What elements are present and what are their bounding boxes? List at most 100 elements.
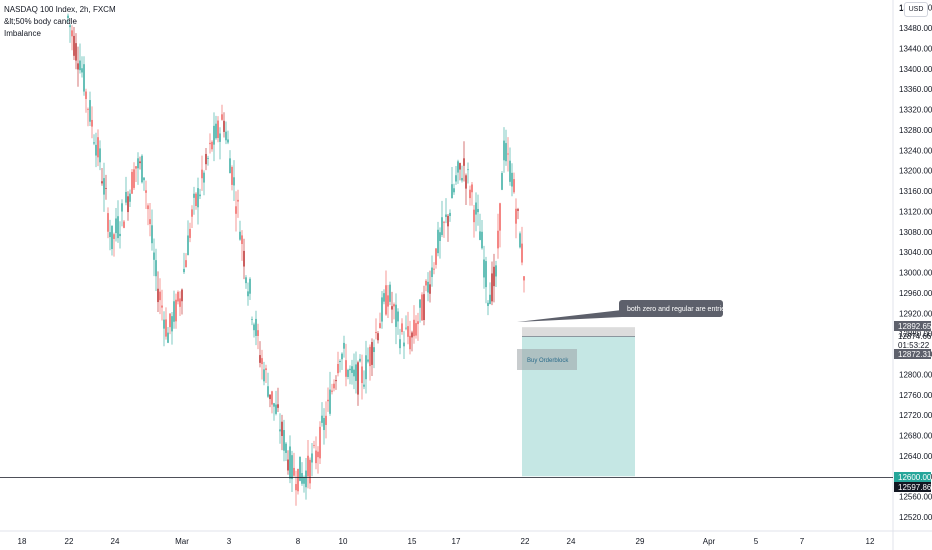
- candle-body: [457, 161, 459, 173]
- candle-body: [201, 169, 203, 179]
- candle-body: [281, 421, 283, 437]
- candle-body: [441, 217, 443, 235]
- x-tick-label: 5: [754, 537, 759, 546]
- y-tick-label: 12920.00: [899, 309, 932, 318]
- candle-body: [177, 291, 179, 302]
- candle-body: [221, 114, 223, 120]
- candle-body: [263, 369, 265, 382]
- y-tick-label: 12880.00: [899, 330, 932, 339]
- candle-body: [333, 383, 335, 389]
- price-label: 12874.66: [898, 332, 932, 341]
- candle-body: [349, 368, 351, 371]
- candle-body: [163, 319, 165, 329]
- candle-body: [235, 206, 237, 214]
- candle-body: [293, 467, 295, 476]
- candle-body: [253, 324, 255, 331]
- candle-body: [515, 208, 517, 224]
- candle-body: [129, 193, 131, 202]
- candle-body: [161, 305, 163, 308]
- candle-body: [397, 311, 399, 322]
- candle-body: [169, 313, 171, 328]
- y-tick-label: 12720.00: [899, 411, 932, 420]
- price-label: 12600.00: [898, 473, 932, 482]
- candle-body: [461, 177, 463, 181]
- candle-body: [381, 297, 383, 322]
- legend-indicator-imbalance: Imbalance: [4, 29, 41, 38]
- candle-body: [247, 291, 249, 297]
- candle-body: [159, 291, 161, 301]
- candle-body: [499, 203, 501, 231]
- candle-body: [411, 332, 413, 338]
- candle-body: [405, 327, 407, 329]
- candle-body: [465, 175, 467, 189]
- legend-title: NASDAQ 100 Index, 2h, FXCM: [4, 5, 116, 14]
- candle-body: [455, 175, 457, 182]
- y-tick-label: 12640.00: [899, 452, 932, 461]
- candle-body: [445, 214, 447, 217]
- y-tick-label: 13440.00: [899, 44, 932, 53]
- candle-body: [229, 158, 231, 174]
- candle-body: [353, 369, 355, 377]
- candle-body: [255, 318, 257, 336]
- candle-body: [343, 342, 345, 349]
- candle-body: [489, 294, 491, 304]
- legend-indicator-body-candle: &lt;50% body candle: [4, 17, 77, 26]
- candle-body: [435, 248, 437, 265]
- candle-body: [505, 143, 507, 162]
- candle-body: [467, 169, 469, 171]
- candle-body: [401, 323, 403, 332]
- candle-body: [185, 260, 187, 268]
- candle-body: [269, 394, 271, 400]
- candle-body: [175, 299, 177, 322]
- candle-body: [509, 160, 511, 182]
- candle-body: [485, 261, 487, 288]
- y-tick-label: 12520.00: [899, 513, 932, 522]
- candle-body: [393, 304, 395, 307]
- candle-body: [329, 389, 331, 414]
- candle-body: [107, 213, 109, 232]
- candle-body: [301, 473, 303, 484]
- candle-body: [215, 123, 217, 139]
- candle-body: [387, 295, 389, 307]
- price-label-bg: [894, 349, 931, 359]
- y-tick-label: 13240.00: [899, 146, 932, 155]
- candle-body: [439, 232, 441, 241]
- candle-body: [155, 260, 157, 277]
- currency-button[interactable]: USD: [904, 2, 928, 17]
- y-tick-label: 12680.00: [899, 432, 932, 441]
- candle-body: [479, 231, 481, 240]
- candle-body: [137, 158, 139, 169]
- candle-body: [211, 141, 213, 150]
- candle-body: [245, 277, 247, 284]
- candle-body: [219, 133, 221, 142]
- candle-body: [105, 188, 107, 189]
- candle-body: [287, 459, 289, 471]
- candle-body: [319, 426, 321, 459]
- stop-loss-zone: [522, 327, 635, 337]
- candle-body: [171, 316, 173, 332]
- candle-body: [67, 15, 69, 19]
- x-tick-label: Mar: [175, 537, 189, 546]
- candle-body: [473, 209, 475, 223]
- candle-body: [93, 142, 95, 144]
- candle-body: [237, 199, 239, 202]
- candle-body: [415, 323, 417, 336]
- candle-body: [359, 358, 361, 362]
- price-label: 01:53:22: [898, 341, 930, 350]
- candle-body: [367, 359, 369, 362]
- candle-body: [197, 188, 199, 208]
- candle-body: [117, 216, 119, 239]
- candle-body: [119, 233, 121, 237]
- candle-body: [111, 225, 113, 250]
- candle-body: [481, 231, 483, 249]
- price-label: 12892.65: [898, 322, 932, 331]
- candle-body: [179, 298, 181, 307]
- candle-body: [355, 364, 357, 381]
- candle-body: [423, 294, 425, 321]
- candle-body: [431, 267, 433, 278]
- candle-body: [469, 189, 471, 199]
- candle-body: [497, 230, 499, 249]
- x-tick-label: 8: [296, 537, 301, 546]
